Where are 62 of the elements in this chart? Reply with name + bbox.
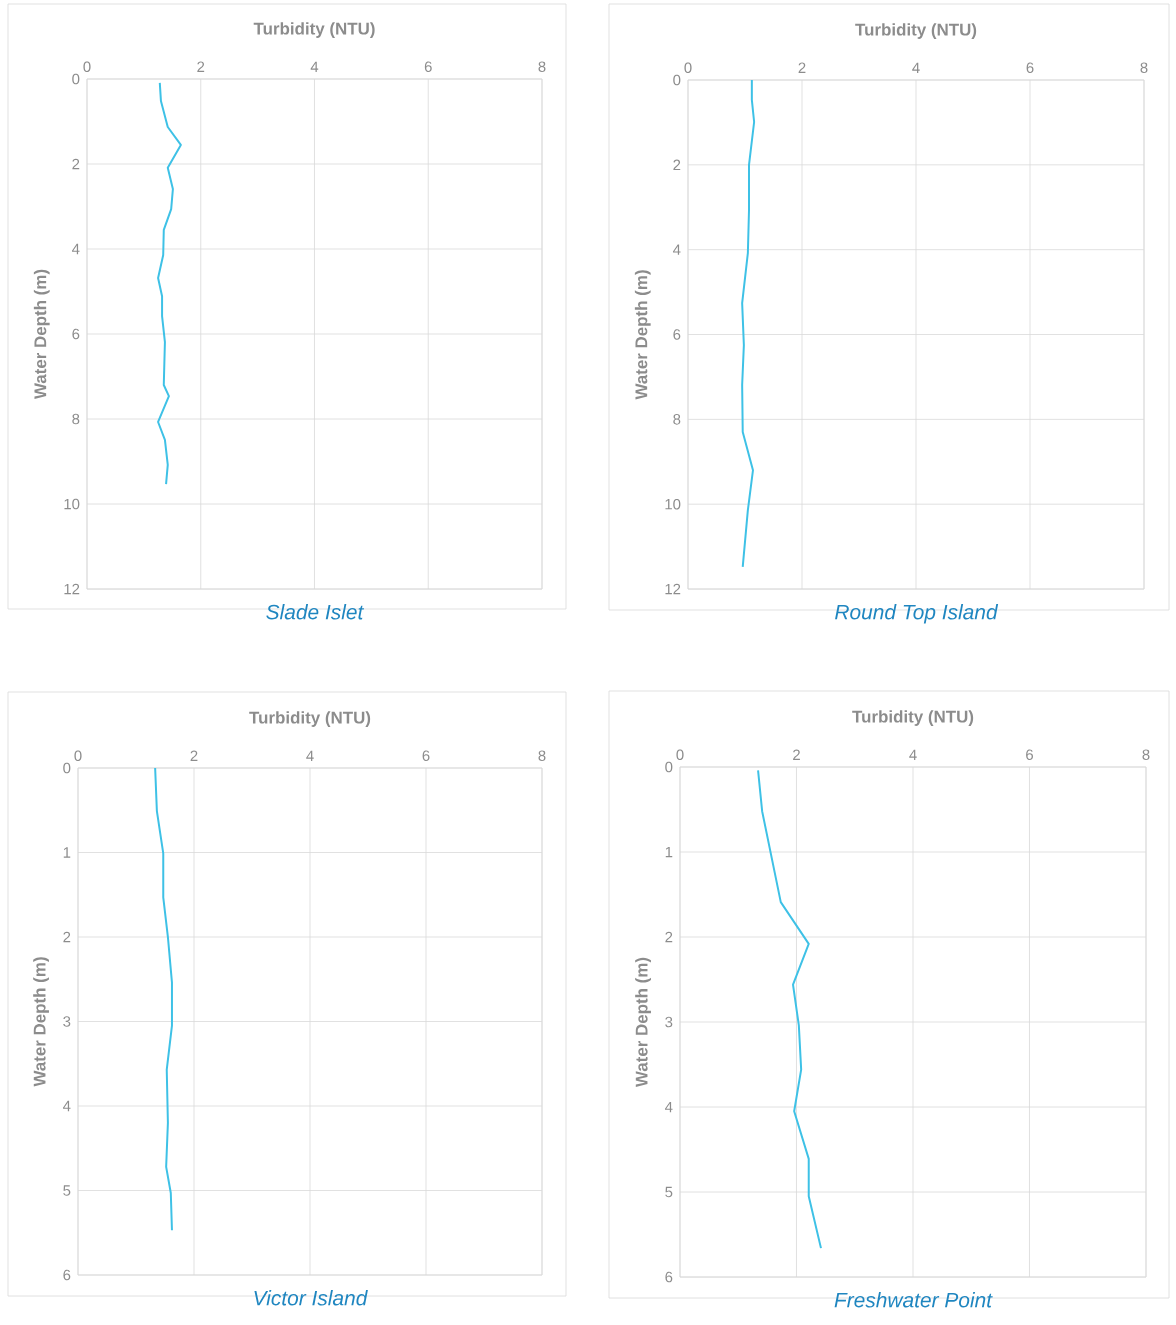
y-tick-label: 6 <box>72 328 80 340</box>
y-tick-label: 4 <box>63 1100 71 1112</box>
x-tick-label: 8 <box>1142 749 1150 760</box>
x-tick-label: 6 <box>1026 749 1033 760</box>
y-tick-label: 4 <box>673 244 681 255</box>
line-series <box>741 80 756 568</box>
x-tick-label: 8 <box>538 750 546 761</box>
x-tick-label: 4 <box>310 61 319 72</box>
x-tick-label: 2 <box>798 62 806 73</box>
x-tick-label: 2 <box>197 61 205 72</box>
x-tick-label: 6 <box>422 750 430 761</box>
y-axis-title: Water Depth (m) <box>635 957 651 1088</box>
y-tick-label: 4 <box>665 1101 673 1113</box>
text: Slade Islet <box>266 604 365 620</box>
y-tick-label: 5 <box>63 1185 71 1196</box>
line-series <box>154 768 173 1232</box>
text: Victor Island <box>254 1290 368 1306</box>
y-tick-label: 2 <box>63 931 71 943</box>
x-axis-title: Turbidity (NTU) <box>253 22 375 38</box>
x-tick-label: 8 <box>538 61 546 72</box>
y-tick-label: 1 <box>665 846 673 858</box>
x-tick-label: 2 <box>190 750 198 761</box>
y-tick-label: 5 <box>665 1186 673 1198</box>
text: Freshwater Point <box>834 1292 993 1308</box>
y-tick-label: 3 <box>63 1016 71 1027</box>
y-tick-label: 6 <box>665 1271 673 1283</box>
x-axis-title: Turbidity (NTU) <box>855 23 977 39</box>
x-tick-label: 0 <box>83 61 91 72</box>
y-tick-label: 6 <box>63 1269 71 1281</box>
x-tick-label: 4 <box>306 750 314 761</box>
y-tick-label: 0 <box>673 74 681 86</box>
y-tick-label: 12 <box>64 583 80 595</box>
y-axis-title: Water Depth (m) <box>33 269 50 400</box>
y-axis-title: Water Depth (m) <box>634 270 651 400</box>
line-series <box>157 81 182 486</box>
y-axis-title: Water Depth (m) <box>33 957 49 1087</box>
x-tick-label: 4 <box>909 749 917 760</box>
y-tick-label: 10 <box>665 498 681 510</box>
y-tick-label: 3 <box>665 1016 673 1028</box>
y-tick-label: 0 <box>665 761 673 773</box>
x-tick-label: 4 <box>912 62 920 73</box>
y-tick-label: 2 <box>673 159 681 171</box>
x-tick-label: 2 <box>793 749 800 760</box>
x-tick-label: 0 <box>684 62 692 73</box>
y-tick-label: 6 <box>673 329 681 340</box>
y-tick-label: 4 <box>71 243 80 255</box>
y-tick-label: 12 <box>665 583 681 595</box>
y-tick-label: 10 <box>64 498 80 510</box>
y-tick-label: 2 <box>72 158 80 170</box>
y-tick-label: 8 <box>72 413 80 425</box>
y-tick-label: 8 <box>673 414 681 425</box>
x-axis-title: Turbidity (NTU) <box>249 711 371 727</box>
x-tick-label: 6 <box>424 61 432 72</box>
x-tick-label: 8 <box>1140 62 1148 73</box>
y-tick-label: 2 <box>665 931 673 943</box>
y-tick-label: 1 <box>63 847 71 858</box>
line-series <box>757 769 822 1250</box>
text: Round Top Island <box>835 604 999 624</box>
y-tick-label: 0 <box>72 73 80 85</box>
x-axis-title: Turbidity (NTU) <box>852 710 974 726</box>
x-tick-label: 6 <box>1026 62 1034 73</box>
y-tick-label: 0 <box>63 762 71 774</box>
